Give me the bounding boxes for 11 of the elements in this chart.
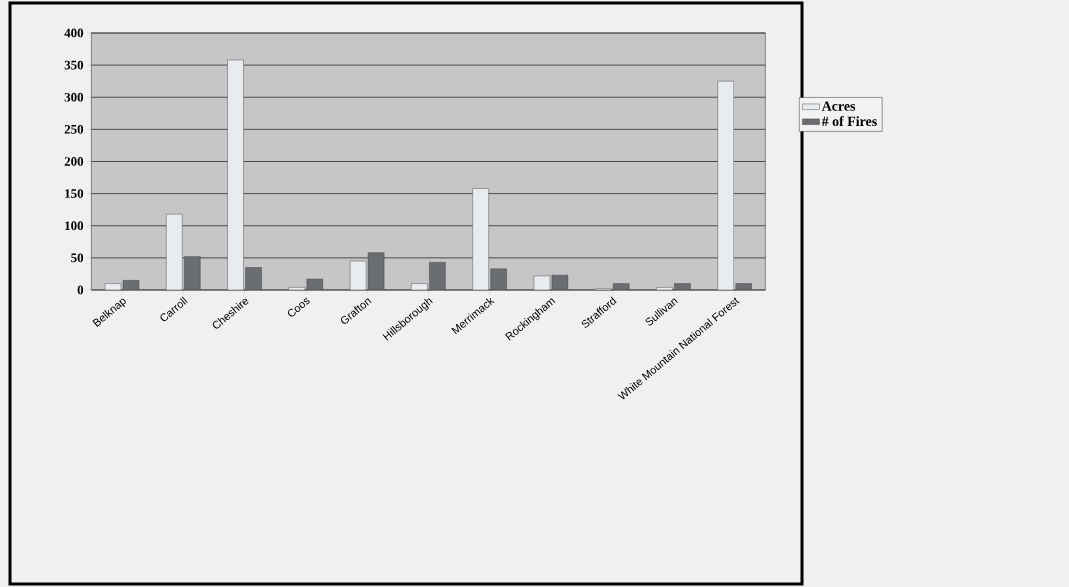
legend-label: # of Fires — [821, 116, 877, 127]
y-tick-label: 50 — [71, 253, 84, 263]
y-tick-label: 150 — [65, 189, 84, 198]
y-tick-label: 100 — [65, 221, 84, 231]
y-tick-label: 300 — [64, 92, 84, 102]
legend-label: Acres — [821, 101, 856, 111]
y-tick-label: 200 — [64, 157, 84, 166]
y-tick-label: 400 — [64, 28, 84, 38]
y-tick-label: 350 — [64, 60, 84, 70]
y-tick-label: 0 — [77, 285, 84, 295]
y-tick-label: 250 — [64, 125, 84, 134]
